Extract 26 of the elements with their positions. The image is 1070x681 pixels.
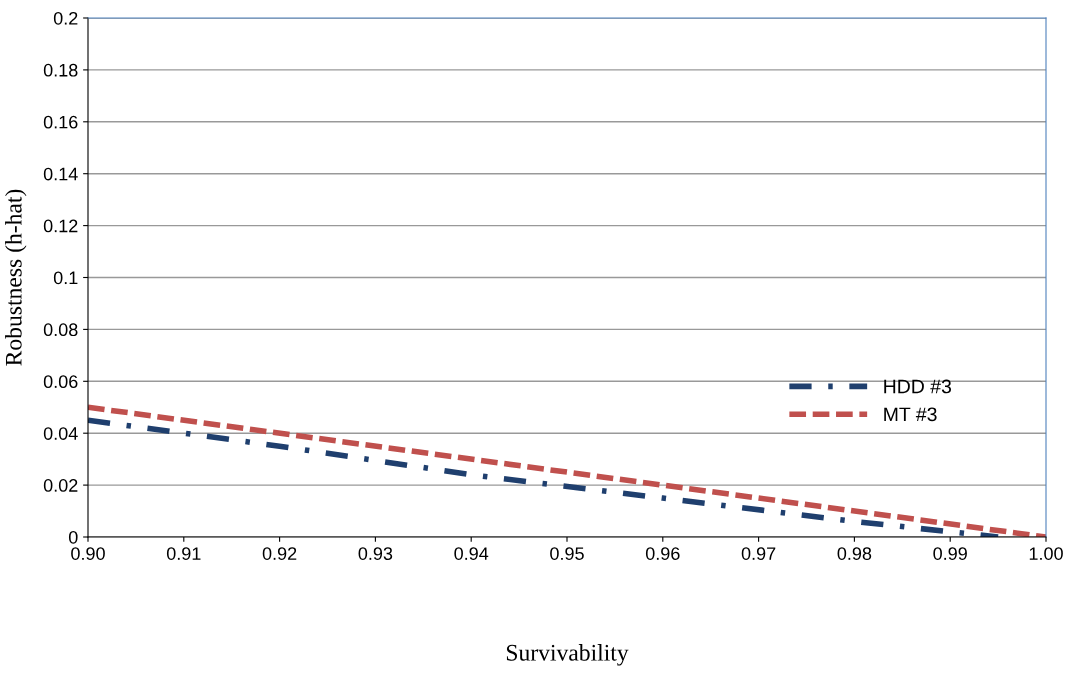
y-tick-label: 0.16 <box>43 115 78 129</box>
x-tick-label: 1.00 <box>1029 547 1063 560</box>
y-tick-label: 0.12 <box>43 219 78 233</box>
y-tick-label: 0 <box>68 530 78 544</box>
y-tick-label: 0.14 <box>43 167 78 181</box>
y-tick-label: 0.06 <box>43 375 78 389</box>
legend-label: MT #3 <box>884 407 937 422</box>
y-axis-title: Robustness (h-hat) <box>5 189 27 366</box>
x-tick-label: 0.92 <box>262 547 297 560</box>
x-tick-label: 0.95 <box>550 547 584 560</box>
x-tick-label: 0.98 <box>837 547 872 560</box>
x-tick-label: 0.97 <box>741 547 776 560</box>
x-tick-label: 0.99 <box>933 547 967 560</box>
legend-label: HDD #3 <box>884 379 952 394</box>
y-tick-label: 0.04 <box>43 427 78 440</box>
y-tick-label: 0.1 <box>53 271 78 285</box>
x-axis-title: Survivability <box>506 644 629 666</box>
y-tick-label: 0.2 <box>53 11 78 25</box>
x-tick-label: 0.94 <box>454 547 489 560</box>
y-tick-label: 0.08 <box>43 323 78 337</box>
y-tick-label: 0.18 <box>43 63 78 77</box>
y-tick-label: 0.02 <box>43 479 78 492</box>
x-tick-label: 0.90 <box>71 547 105 560</box>
x-tick-label: 0.93 <box>358 547 393 560</box>
x-tick-label: 0.91 <box>166 547 201 560</box>
x-tick-label: 0.96 <box>645 547 680 560</box>
